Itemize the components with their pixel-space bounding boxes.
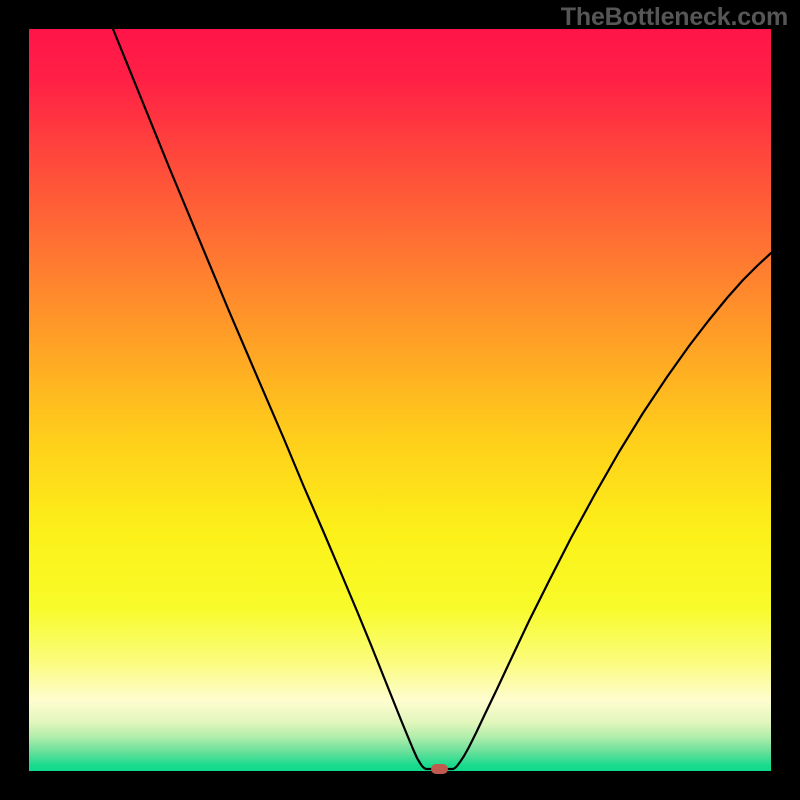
curve-layer (29, 29, 771, 771)
bottleneck-curve (113, 29, 771, 769)
watermark-text: TheBottleneck.com (561, 3, 788, 32)
dip-marker (431, 764, 448, 774)
chart-root: TheBottleneck.com (0, 0, 800, 800)
plot-area (29, 29, 771, 771)
